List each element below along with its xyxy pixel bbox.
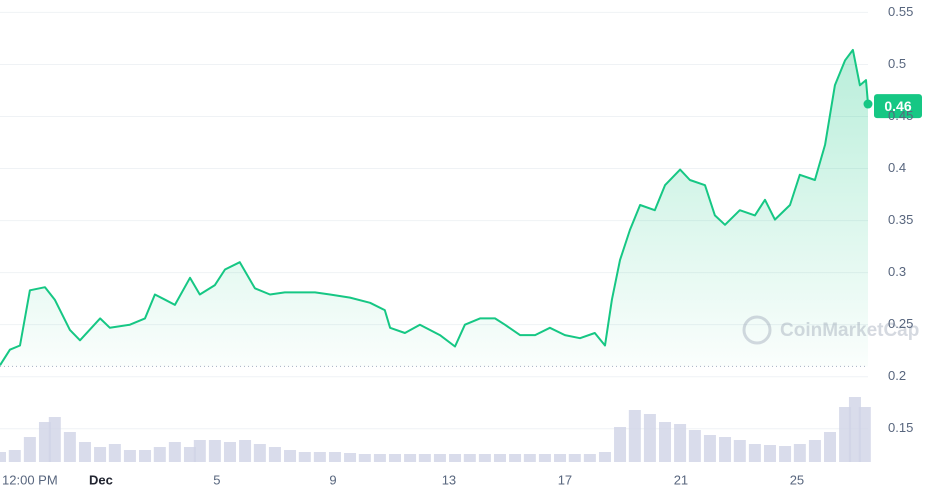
volume-bar — [139, 450, 152, 462]
volume-bar — [239, 440, 252, 462]
volume-bar — [433, 454, 446, 462]
volume-bar — [94, 447, 107, 462]
volume-bar — [123, 450, 136, 462]
volume-bar — [108, 444, 121, 462]
volume-bar — [493, 454, 506, 462]
volume-bar — [38, 422, 51, 462]
y-tick-label: 0.2 — [888, 368, 906, 383]
volume-bar — [538, 454, 551, 462]
volume-bar — [628, 410, 641, 462]
volume-bar — [719, 437, 732, 462]
volume-bar — [388, 454, 401, 462]
last-point — [863, 99, 873, 109]
volume-bar — [168, 442, 181, 462]
volume-bar — [858, 407, 871, 462]
volume-bar — [583, 454, 596, 462]
volume-bar — [614, 427, 627, 462]
volume-bar — [449, 454, 462, 462]
volume-bar — [63, 432, 76, 462]
volume-bar — [404, 454, 417, 462]
volume-bar — [478, 454, 491, 462]
x-tick-label: 5 — [213, 472, 220, 487]
price-badge-label: 0.46 — [884, 98, 911, 114]
volume-bar — [554, 454, 567, 462]
volume-bar — [418, 454, 431, 462]
volume-bar — [643, 414, 656, 462]
volume-bar — [358, 454, 371, 462]
volume-bar — [284, 450, 297, 462]
volume-bar — [183, 447, 196, 462]
volume-bar — [253, 444, 266, 462]
volume-bar — [298, 452, 311, 462]
price-area — [0, 49, 868, 367]
volume-bar — [733, 440, 746, 462]
x-tick-label: 17 — [558, 472, 572, 487]
volume-bar — [344, 453, 357, 462]
price-line — [0, 48, 869, 366]
volume-bar — [328, 452, 341, 462]
volume-bar — [793, 444, 806, 462]
x-tick-label: 13 — [442, 472, 456, 487]
watermark-text: CoinMarketCap — [780, 320, 919, 341]
volume-bar — [824, 432, 837, 462]
volume-bar — [523, 454, 536, 462]
volume-bar — [208, 440, 221, 462]
volume-bar — [223, 442, 236, 462]
volume-bar — [808, 440, 821, 462]
volume — [0, 397, 871, 462]
volume-bar — [748, 444, 761, 462]
volume-bar — [703, 435, 716, 462]
logo — [742, 315, 772, 345]
volume-bar — [193, 440, 206, 462]
y-tick-label: 0.3 — [888, 264, 906, 279]
volume-bar — [763, 445, 776, 462]
y-tick-label: 0.15 — [888, 420, 913, 435]
y-tick-label: 0.25 — [888, 316, 913, 331]
y-tick-label: 0.4 — [888, 160, 906, 175]
volume-bar — [568, 454, 581, 462]
y-tick-label: 0.45 — [888, 108, 913, 123]
watermark: CoinMarketCap — [742, 315, 919, 345]
volume-bar — [848, 397, 861, 462]
volume-bar — [0, 452, 6, 462]
volume-bar — [674, 424, 687, 462]
volume-bar — [688, 430, 701, 462]
volume-bar — [839, 407, 852, 462]
volume-bar — [779, 446, 792, 462]
y-tick-label: 0.35 — [888, 212, 913, 227]
volume-bar — [8, 450, 21, 462]
plot: 0.46 — [0, 48, 922, 367]
x-tick-label: Dec — [89, 472, 113, 487]
volume-bar — [48, 417, 61, 462]
x-tick-label: 9 — [329, 472, 336, 487]
x-tick-label: 21 — [674, 472, 688, 487]
volume-bar — [658, 422, 671, 462]
x-tick-label: 12:00 PM — [2, 472, 58, 487]
volume-bar — [23, 437, 36, 462]
volume-bar — [463, 454, 476, 462]
volume-bar — [509, 454, 522, 462]
y-tick-label: 0.55 — [888, 4, 913, 19]
volume-bar — [78, 442, 91, 462]
price-badge — [874, 94, 922, 119]
volume-bar — [598, 452, 611, 462]
volume-bar — [313, 452, 326, 462]
y-tick-label: 0.5 — [888, 56, 906, 71]
area-fill — [0, 49, 868, 367]
x-tick-label: 25 — [790, 472, 804, 487]
volume-bar — [268, 447, 281, 462]
volume-bar — [153, 447, 166, 462]
volume-bar — [373, 454, 386, 462]
